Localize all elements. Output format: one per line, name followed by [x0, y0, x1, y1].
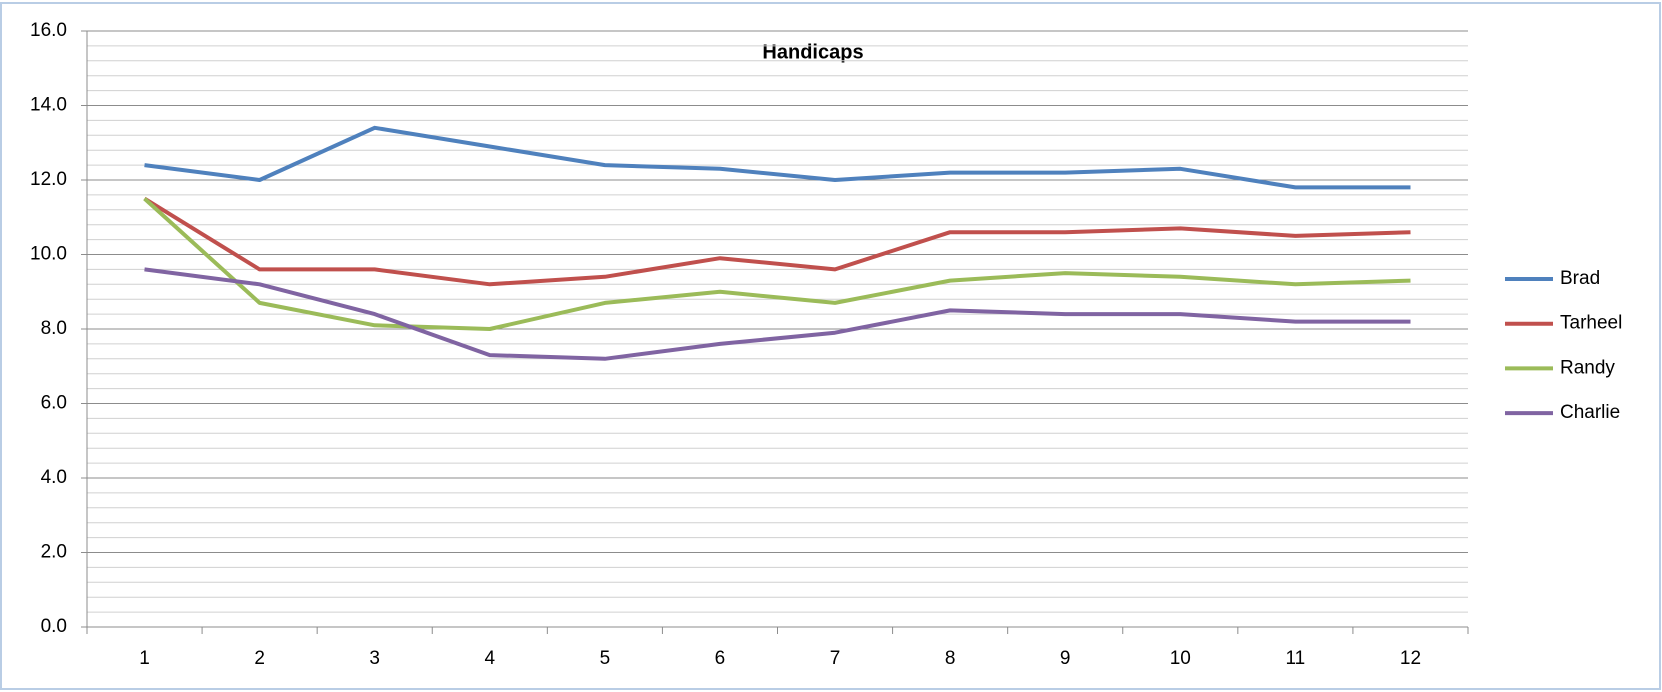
x-tick-label: 4: [485, 648, 496, 669]
y-tick-label: 16.0: [30, 20, 67, 41]
x-tick-label: 7: [830, 648, 841, 669]
legend-label: Tarheel: [1560, 313, 1622, 334]
y-tick-label: 12.0: [30, 169, 67, 190]
y-tick-label: 8.0: [41, 318, 67, 339]
y-tick-label: 4.0: [41, 467, 67, 488]
x-tick-label: 6: [715, 648, 726, 669]
y-tick-label: 6.0: [41, 393, 67, 414]
x-tick-label: 8: [945, 648, 956, 669]
legend-label: Charlie: [1560, 402, 1620, 423]
x-tick-label: 2: [254, 648, 265, 669]
x-tick-label: 10: [1170, 648, 1191, 669]
y-tick-label: 14.0: [30, 95, 67, 116]
y-tick-label: 0.0: [41, 616, 67, 637]
y-tick-label: 2.0: [41, 542, 67, 563]
x-tick-label: 3: [369, 648, 380, 669]
series-line: [144, 267, 1411, 361]
chart-title: Handicaps: [762, 41, 863, 63]
x-tick-label: 5: [600, 648, 611, 669]
series-line: [144, 125, 1411, 190]
x-tick-label: 1: [139, 648, 150, 669]
series-line: [143, 197, 1411, 331]
series-line: [143, 196, 1411, 287]
y-tick-label: 10.0: [30, 244, 67, 265]
x-tick-label: 9: [1060, 648, 1071, 669]
x-tick-label: 12: [1400, 648, 1421, 669]
legend-label: Randy: [1560, 357, 1615, 378]
legend-label: Brad: [1560, 268, 1600, 289]
x-tick-label: 11: [1286, 648, 1306, 669]
